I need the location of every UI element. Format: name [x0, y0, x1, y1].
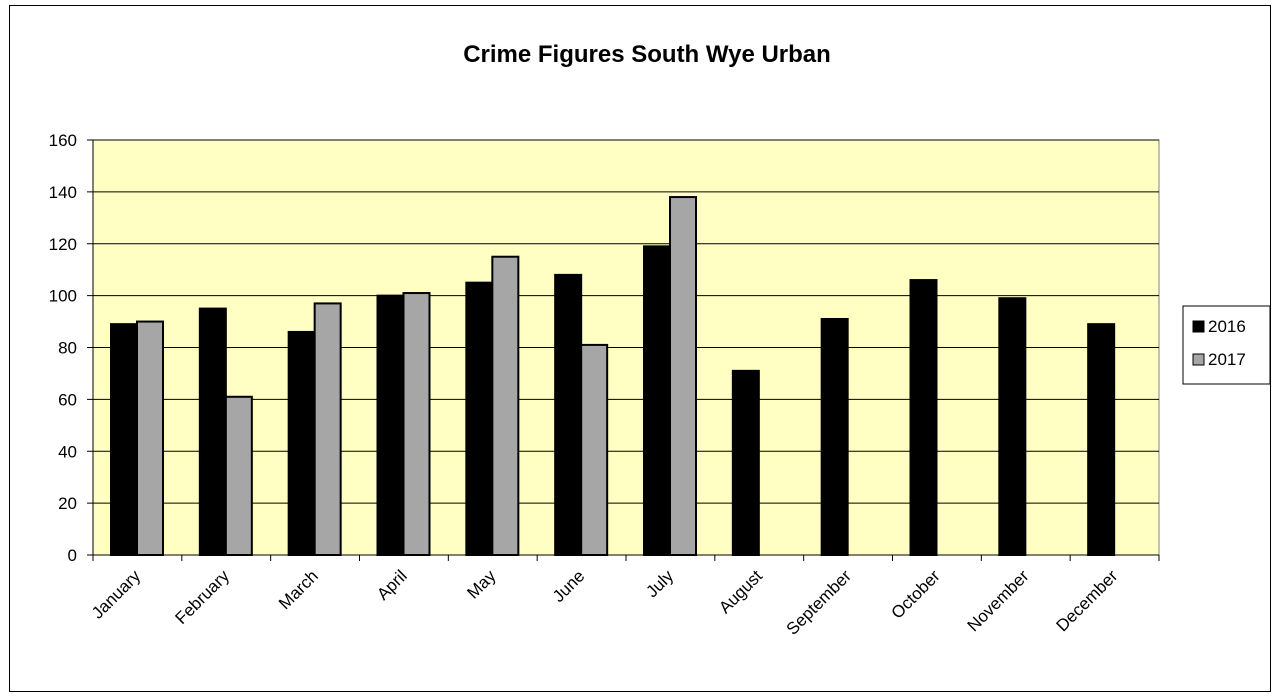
- x-tick-label: April: [373, 566, 410, 603]
- bar-2016-june: [554, 273, 583, 556]
- x-tick-label: February: [172, 566, 234, 628]
- x-tick-label: May: [463, 566, 499, 602]
- x-tick-label: October: [888, 566, 944, 622]
- legend-label-2017: 2017: [1208, 350, 1246, 369]
- x-tick-label: September: [783, 566, 855, 638]
- bar-2016-april: [376, 294, 405, 556]
- y-tick-label: 20: [58, 494, 77, 513]
- x-tick-label: January: [88, 566, 145, 623]
- x-tick-label: June: [549, 566, 589, 606]
- bar-2016-may: [465, 281, 494, 556]
- bar-2017-july: [669, 196, 697, 556]
- y-tick-label: 80: [58, 339, 77, 358]
- bar-2016-july: [643, 245, 671, 556]
- bar-2016-september: [820, 317, 849, 556]
- gridlines: [93, 139, 1159, 504]
- x-tick-labels: January February March April May June July Augu…: [88, 566, 1122, 639]
- y-tick-label: 60: [58, 390, 77, 409]
- bar-2017-may: [491, 255, 520, 556]
- y-tick-label: 160: [49, 131, 77, 150]
- legend-swatch-2016: [1192, 320, 1205, 333]
- axes: [87, 139, 1160, 561]
- x-tick-label: August: [715, 566, 766, 617]
- legend: 2016 2017: [1182, 305, 1271, 385]
- chart-title: Crime Figures South Wye Urban: [463, 41, 831, 68]
- bar-2016-august: [731, 369, 760, 556]
- y-tick-label: 100: [49, 287, 77, 306]
- y-tick-label: 140: [49, 183, 77, 202]
- bar-2016-march: [287, 330, 316, 556]
- legend-label-2016: 2016: [1208, 317, 1246, 336]
- bar-2017-june: [580, 343, 609, 556]
- bar-2017-january: [136, 320, 164, 556]
- bar-2016-january: [110, 323, 138, 556]
- legend-box: [1182, 305, 1271, 385]
- x-tick-label: July: [642, 566, 677, 601]
- x-tick-label: November: [964, 566, 1033, 635]
- y-tick-label: 120: [49, 235, 77, 254]
- bar-2016-october: [909, 279, 938, 556]
- y-tick-label: 0: [68, 546, 77, 565]
- x-tick-label: March: [275, 566, 322, 613]
- bar-2017-february: [224, 395, 253, 556]
- y-tick-labels: 0 20 40 60 80 100 120 140 160: [49, 131, 77, 565]
- bar-2017-march: [313, 302, 342, 556]
- legend-swatch-2017: [1192, 353, 1205, 366]
- bars: [110, 196, 1116, 556]
- bar-2017-april: [402, 292, 431, 556]
- x-tick-label: December: [1053, 566, 1122, 635]
- y-tick-label: 40: [58, 442, 77, 461]
- bar-2016-december: [1087, 323, 1116, 556]
- bar-2016-november: [998, 297, 1027, 556]
- bar-2016-february: [198, 307, 227, 556]
